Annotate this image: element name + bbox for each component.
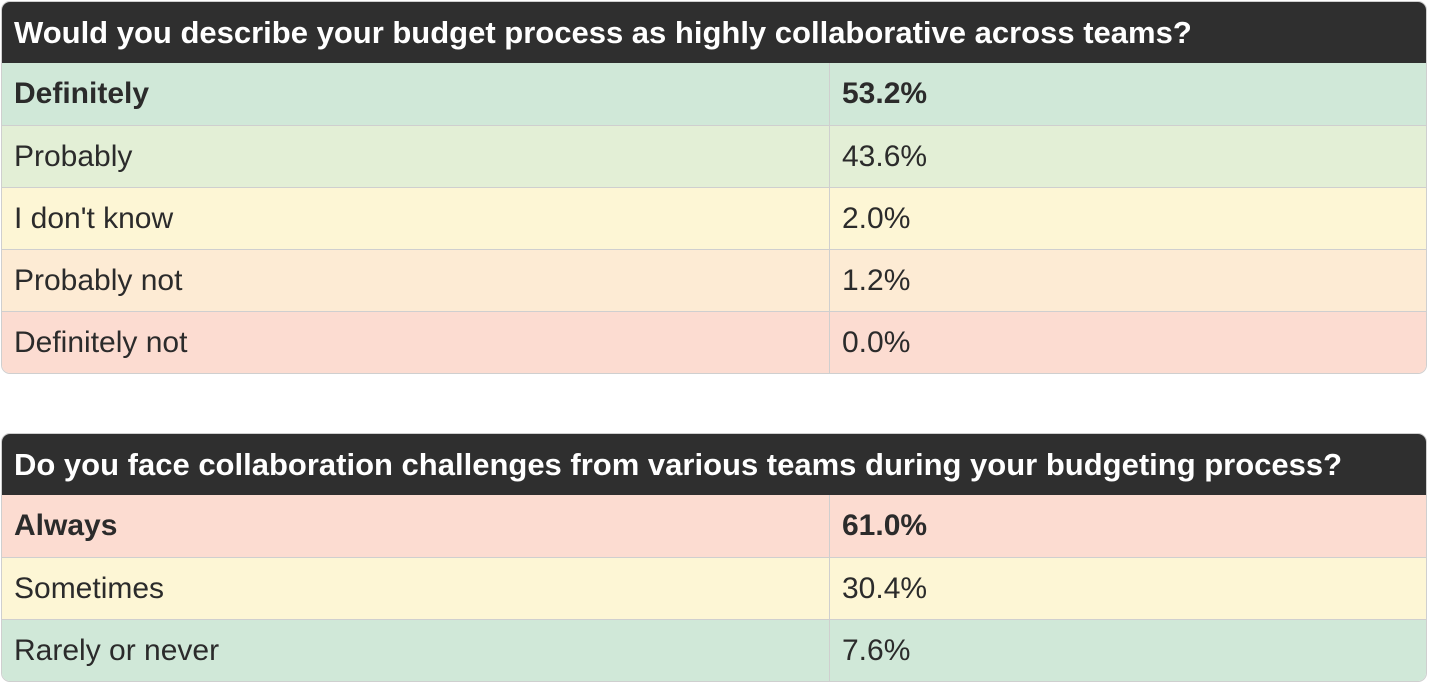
answer-percentage: 1.2%: [842, 264, 911, 297]
answer-label: Always: [2, 495, 830, 557]
survey-table-collaborative: Would you describe your budget process a…: [1, 1, 1427, 374]
answer-label: Definitely not: [2, 312, 830, 373]
answer-percentage: 2.0%: [842, 202, 911, 235]
table-rows: Definitely 53.2% Probably 43.6% I don't know…: [2, 63, 1426, 373]
table-row: Definitely not 0.0%: [2, 311, 1426, 373]
answer-percentage: 61.0%: [842, 509, 928, 542]
answer-label: Definitely: [2, 63, 830, 125]
table-title: Would you describe your budget process a…: [2, 2, 1426, 63]
survey-table-challenges: Do you face collaboration challenges fro…: [1, 433, 1427, 682]
table-row: Probably 43.6%: [2, 125, 1426, 187]
answer-percentage: 30.4%: [842, 572, 928, 605]
table-row: Definitely 53.2%: [2, 63, 1426, 125]
table-rows: Always 61.0% Sometimes 30.4% Rarely or never…: [2, 495, 1426, 681]
answer-label: I don't know: [2, 188, 830, 249]
table-title: Do you face collaboration challenges fro…: [2, 434, 1426, 495]
answer-label: Probably: [2, 126, 830, 187]
table-row: Probably not 1.2%: [2, 249, 1426, 311]
answer-percentage: 53.2%: [842, 77, 928, 110]
answer-label: Sometimes: [2, 558, 830, 619]
table-row: Rarely or never 7.6%: [2, 619, 1426, 681]
answer-label: Rarely or never: [2, 620, 830, 681]
answer-percentage: 43.6%: [842, 140, 928, 173]
answer-percentage: 0.0%: [842, 326, 911, 359]
table-row: Always 61.0%: [2, 495, 1426, 557]
answer-percentage: 7.6%: [842, 634, 911, 667]
table-row: Sometimes 30.4%: [2, 557, 1426, 619]
table-row: I don't know 2.0%: [2, 187, 1426, 249]
answer-label: Probably not: [2, 250, 830, 311]
